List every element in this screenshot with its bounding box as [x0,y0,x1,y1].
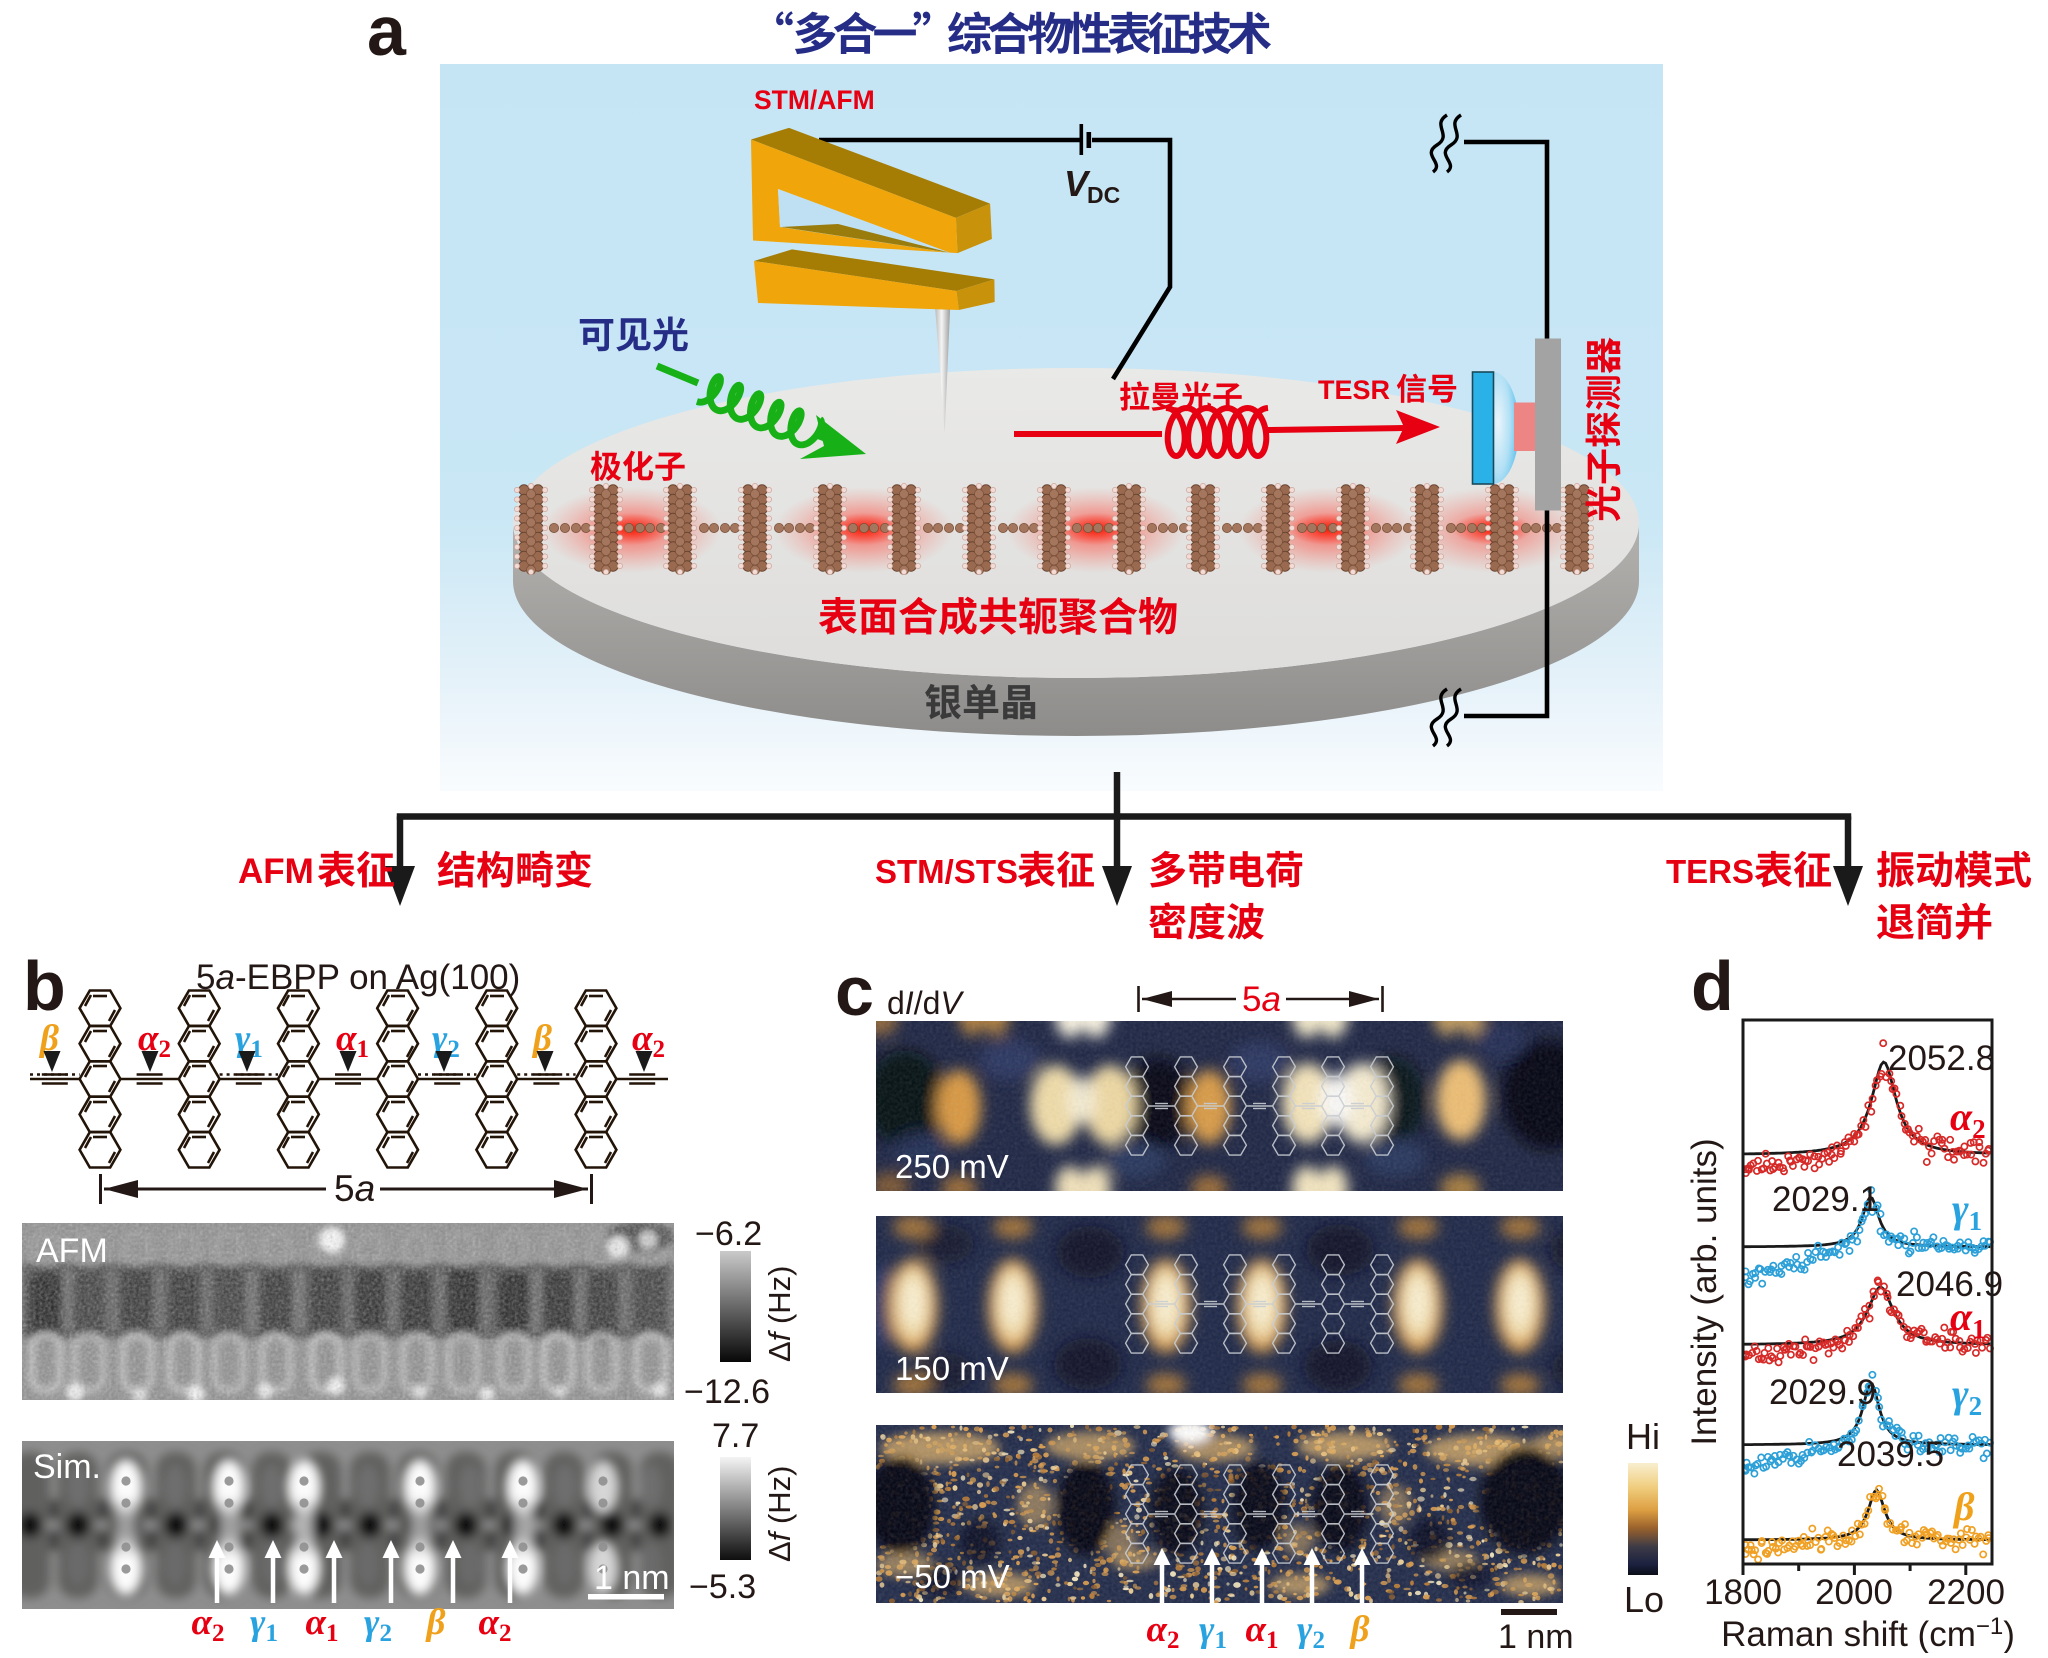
svg-text:TESR: TESR [1318,375,1390,405]
svg-text:AFM: AFM [238,852,314,891]
svg-text:b: b [23,947,66,1025]
svg-text:c: c [835,952,874,1030]
svg-text:STM/STS: STM/STS [875,853,1018,890]
svg-text:Lo: Lo [1624,1579,1664,1620]
svg-text:β: β [425,1602,446,1643]
svg-text:γ2: γ2 [1952,1371,1982,1421]
svg-text:2039.5: 2039.5 [1837,1435,1944,1474]
svg-text:150 mV: 150 mV [895,1350,1009,1387]
svg-text:Intensity (arb. units): Intensity (arb. units) [1685,1138,1724,1445]
svg-text:γ2: γ2 [364,1602,392,1647]
svg-text:Δf (Hz): Δf (Hz) [762,1466,797,1563]
svg-text:2029.9: 2029.9 [1769,1373,1876,1412]
svg-text:−6.2: −6.2 [695,1215,762,1253]
svg-text:α2: α2 [1147,1609,1180,1653]
svg-text:Sim.: Sim. [33,1448,101,1486]
svg-text:2029.1: 2029.1 [1772,1180,1879,1219]
svg-text:β: β [38,1018,59,1059]
svg-text:2000: 2000 [1815,1573,1893,1612]
svg-text:250 mV: 250 mV [895,1148,1009,1185]
svg-text:−50 mV: −50 mV [895,1558,1010,1595]
svg-text:dI/dV: dI/dV [887,985,964,1021]
svg-text:7.7: 7.7 [712,1417,759,1455]
svg-text:Δf (Hz): Δf (Hz) [762,1266,797,1363]
svg-text:α1: α1 [1246,1609,1279,1653]
svg-text:AFM: AFM [36,1232,108,1270]
svg-text:d: d [1691,947,1734,1025]
svg-text:Hi: Hi [1626,1416,1660,1457]
svg-text:TERS: TERS [1666,853,1754,890]
svg-text:−12.6: −12.6 [684,1373,770,1411]
svg-text:β: β [1952,1484,1975,1529]
svg-text:β: β [531,1018,552,1059]
svg-text:1800: 1800 [1704,1573,1782,1612]
svg-text:β: β [1349,1609,1370,1650]
svg-text:1 nm: 1 nm [1498,1618,1574,1653]
svg-text:2046.9: 2046.9 [1896,1265,2003,1304]
svg-text:1 nm: 1 nm [594,1559,670,1597]
svg-text:5a: 5a [1242,980,1281,1019]
svg-text:5a: 5a [334,1168,375,1209]
svg-text:5a-EBPP on Ag(100): 5a-EBPP on Ag(100) [196,958,520,997]
svg-text:γ2: γ2 [1297,1609,1325,1653]
svg-text:γ1: γ1 [1952,1186,1982,1236]
svg-text:STM/AFM: STM/AFM [754,85,875,115]
svg-text:V: V [1064,163,1091,204]
svg-text:2200: 2200 [1927,1573,2005,1612]
svg-text:γ1: γ1 [1199,1609,1227,1653]
svg-text:2052.8: 2052.8 [1888,1039,1995,1078]
svg-text:α2: α2 [1950,1094,1986,1144]
svg-text:DC: DC [1087,182,1120,208]
svg-text:−5.3: −5.3 [689,1568,756,1606]
svg-text:Raman shift (cm−1): Raman shift (cm−1) [1721,1613,2015,1653]
svg-text:a: a [367,0,407,70]
